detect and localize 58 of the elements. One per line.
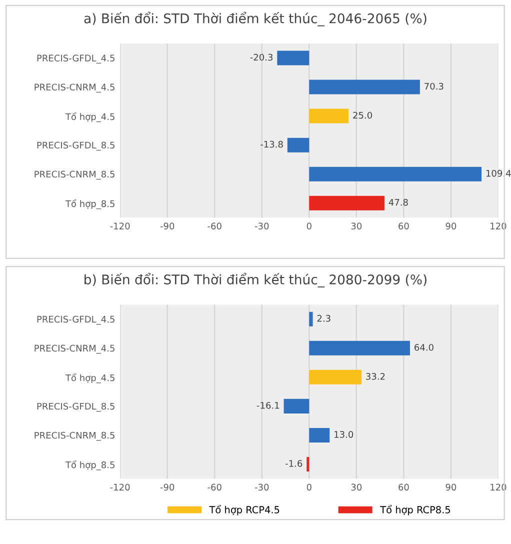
y-tick-label: Tổ hợp_4.5 [65, 373, 114, 384]
data-label: -20.3 [250, 54, 273, 61]
bar [309, 428, 330, 442]
x-tick-label: 0 [306, 222, 312, 230]
y-tick-label: PRECIS-GFDL_8.5 [37, 402, 114, 412]
y-tick-label: Tổ hợp_8.5 [65, 199, 114, 210]
y-tick-label: PRECIS-CNRM_8.5 [34, 432, 114, 441]
data-label: 64.0 [414, 344, 434, 351]
data-label: 2.3 [317, 314, 330, 322]
y-tick-label: PRECIS-GFDL_4.5 [37, 316, 114, 325]
legend-label: Tổ hợp RCP4.5 [209, 504, 280, 516]
x-tick-label: 60 [398, 222, 409, 230]
chart-title: b) Biến đổi: STD Thời điểm kết thúc_ 2080-2099 (%) [84, 272, 426, 288]
x-tick-label: -90 [160, 484, 174, 491]
x-tick-label: 120 [490, 484, 506, 491]
bar [309, 80, 420, 94]
y-tick-label: PRECIS-CNRM_4.5 [34, 344, 114, 354]
y-tick-label: Tổ hợp_8.5 [65, 460, 114, 470]
x-tick-label: 120 [490, 222, 506, 230]
x-tick-label: 0 [306, 484, 312, 491]
x-tick-label: -30 [254, 222, 269, 230]
legend-label: Tổ hợp RCP8.5 [380, 504, 450, 516]
bar [277, 50, 310, 66]
x-tick-label: 30 [351, 222, 362, 230]
bar [309, 370, 362, 384]
data-label: -16.1 [256, 402, 280, 409]
y-tick-label: PRECIS-CNRM_8.5 [34, 170, 114, 180]
data-label: 13.0 [334, 430, 354, 438]
bar [309, 196, 384, 210]
data-label: 33.2 [366, 372, 385, 380]
x-tick-label: 30 [351, 484, 362, 491]
x-tick-label: 90 [446, 222, 456, 230]
x-tick-label: 90 [446, 484, 456, 491]
x-tick-label: -120 [110, 222, 130, 230]
data-label: -13.8 [260, 140, 283, 148]
y-tick-label: PRECIS-CNRM_4.5 [34, 84, 114, 93]
x-tick-label: 60 [398, 484, 409, 491]
x-tick-label: -60 [208, 484, 222, 491]
bar [284, 398, 310, 414]
data-label: -1.6 [286, 460, 302, 467]
bar [309, 312, 313, 326]
data-label: 25.0 [353, 112, 372, 119]
y-tick-label: PRECIS-GFDL_4.5 [37, 54, 114, 64]
y-tick-label: PRECIS-GFDL_8.5 [37, 142, 114, 151]
data-label: 70.3 [424, 82, 444, 90]
x-tick-label: -30 [254, 484, 269, 491]
bar [309, 166, 482, 182]
data-label: 47.8 [388, 198, 408, 206]
x-tick-label: -60 [208, 222, 222, 230]
data-label: 109.4 [486, 170, 511, 177]
bar [309, 108, 349, 124]
x-tick-label: -90 [160, 222, 174, 230]
bar [287, 138, 310, 152]
bar [309, 340, 410, 356]
chart-title: a) Biến đổi: STD Thời điểm kết thúc_ 2046-2065 (%) [84, 12, 426, 26]
bar [306, 456, 310, 472]
y-tick-label: Tổ hợp_4.5 [65, 112, 114, 122]
x-tick-label: -120 [110, 484, 130, 491]
